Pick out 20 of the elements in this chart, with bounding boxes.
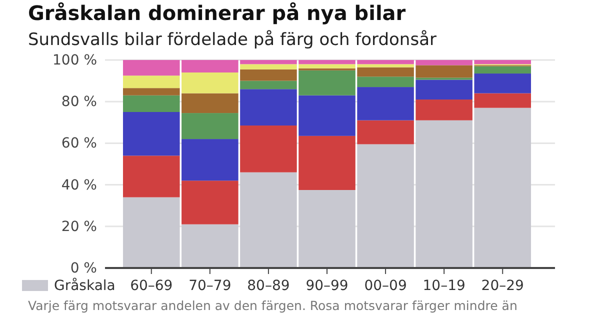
text: Varje färg motsvarar andelen av den färgen. Rosa motsvarar färger mindre än (28, 298, 518, 313)
x-tick-label: 70–79 (188, 278, 232, 294)
y-tick-label: 20 % (61, 218, 97, 235)
chart-title: Gråskalan dominerar på nya bilar (28, 1, 406, 25)
y-tick-label: 40 % (61, 177, 97, 194)
x-tick-label: 60–69 (130, 278, 173, 294)
y-tick-label: 80 % (61, 94, 97, 110)
chart-subtitle: Sundsvalls bilar fördelade på färg och fordonsår (28, 30, 436, 50)
x-tick-label: 90–99 (306, 278, 348, 294)
x-tick-label: 20–29 (481, 278, 524, 294)
legend-label: Gråskala (54, 277, 116, 294)
bar (474, 66, 531, 74)
y-tick-label: 100 % (52, 52, 97, 68)
x-tick-label: 10–19 (422, 278, 466, 294)
y-tick-label: 60 % (61, 136, 97, 152)
x-tick-label: 00–09 (364, 278, 407, 294)
bar (182, 113, 238, 140)
y-tick-label: 0 % (70, 260, 97, 276)
x-tick-label: 80–89 (247, 278, 290, 294)
bar (123, 95, 180, 112)
